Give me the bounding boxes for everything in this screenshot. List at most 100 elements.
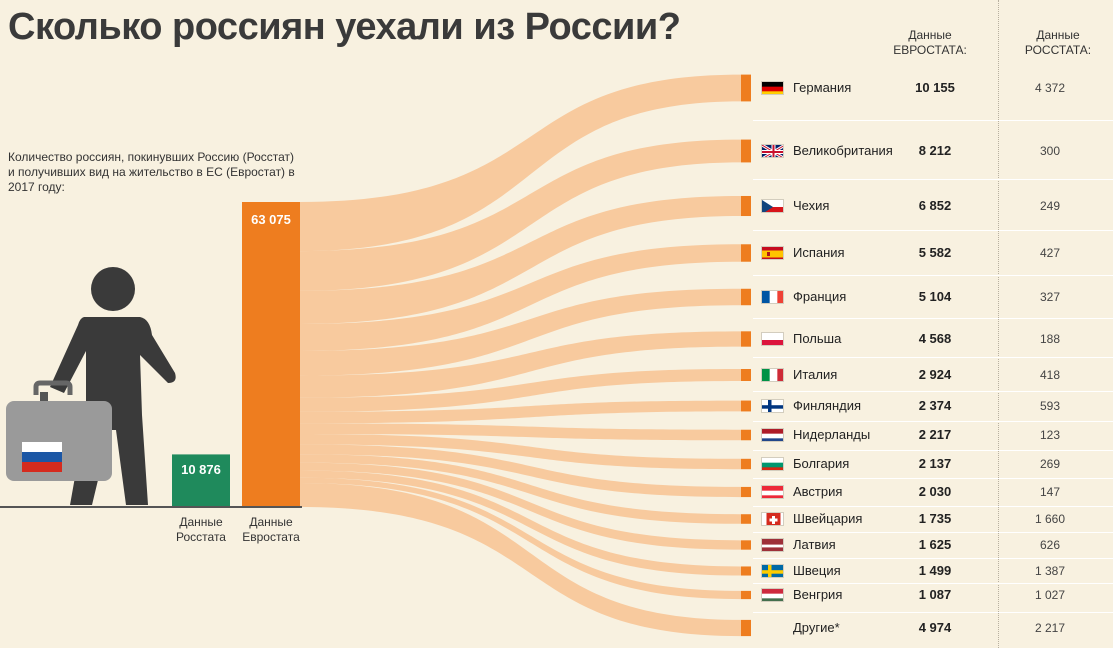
destination-bar xyxy=(741,139,751,163)
flag-nl-icon xyxy=(761,428,784,442)
flag-cz-icon xyxy=(761,199,784,213)
destination-bar xyxy=(741,400,751,412)
eurostat-value: 4 568 xyxy=(918,331,952,346)
destination-bar xyxy=(741,458,751,470)
flag-it-icon xyxy=(761,368,784,382)
flag-at-icon xyxy=(761,485,784,499)
row-separator xyxy=(753,420,1113,422)
flag-de-icon xyxy=(761,81,784,95)
eurostat-column-header: Данные ЕВРОСТАТА: xyxy=(893,28,967,57)
bar-value-label: 10 876 xyxy=(181,462,221,478)
row-separator xyxy=(753,478,1113,479)
row-separator xyxy=(753,119,1113,121)
eurostat-value: 5 582 xyxy=(918,245,952,260)
flag-ch-icon xyxy=(761,512,784,526)
country-label: Швейцария xyxy=(793,511,863,526)
destination-bar xyxy=(741,619,751,637)
row-separator xyxy=(753,318,1113,319)
column-divider xyxy=(998,0,999,648)
bar-category-label: Данные Росстата xyxy=(176,515,226,544)
country-label: Италия xyxy=(793,367,838,382)
eurostat-value: 1 499 xyxy=(918,563,952,578)
eurostat-value: 1 087 xyxy=(918,587,952,602)
eurostat-value: 1 625 xyxy=(918,537,952,552)
eurostat-value: 6 852 xyxy=(918,198,952,213)
rosstat-value: 418 xyxy=(1039,368,1061,382)
country-label: Нидерланды xyxy=(793,427,871,442)
rosstat-value: 188 xyxy=(1039,332,1061,346)
eurostat-value: 2 217 xyxy=(918,427,952,442)
destination-bar xyxy=(741,566,751,576)
country-label: Другие* xyxy=(793,620,840,635)
row-separator xyxy=(753,611,1113,613)
flow-band xyxy=(300,400,741,424)
eurostat-value: 10 155 xyxy=(915,80,955,95)
country-label: Швеция xyxy=(793,563,841,578)
rosstat-value: 1 027 xyxy=(1034,588,1066,602)
country-label: Болгария xyxy=(793,456,850,471)
flow-band xyxy=(300,331,741,398)
row-separator xyxy=(753,449,1113,451)
eurostat-value: 5 104 xyxy=(918,289,952,304)
eurostat-value: 2 924 xyxy=(918,367,952,382)
bar-eurostat xyxy=(242,202,300,507)
rosstat-value: 1 660 xyxy=(1034,512,1066,526)
flow-band xyxy=(300,195,741,324)
rosstat-value: 123 xyxy=(1039,428,1061,442)
destination-bar xyxy=(741,369,751,381)
country-label: Латвия xyxy=(793,537,836,552)
row-separator xyxy=(753,229,1113,231)
eurostat-value: 4 974 xyxy=(918,620,952,635)
bar-value-label: 63 075 xyxy=(251,212,291,227)
flow-band xyxy=(300,244,741,351)
rosstat-value: 593 xyxy=(1039,399,1061,413)
flag-bg-icon xyxy=(761,457,784,471)
rosstat-value: 300 xyxy=(1039,144,1061,158)
country-label: Германия xyxy=(793,80,852,95)
eurostat-value: 2 374 xyxy=(918,398,952,413)
destination-bar xyxy=(741,540,751,550)
country-label: Финляндия xyxy=(793,398,862,413)
country-label: Чехия xyxy=(793,198,830,213)
flow-band xyxy=(300,369,741,412)
destination-bar xyxy=(741,288,751,306)
flag-pl-icon xyxy=(761,332,784,346)
eurostat-value: 2 030 xyxy=(918,484,952,499)
flow-band xyxy=(300,454,741,524)
row-separator xyxy=(753,357,1113,358)
country-label: Франция xyxy=(793,289,847,304)
country-label: Польша xyxy=(793,331,842,346)
flow-band xyxy=(300,288,741,376)
destination-bar xyxy=(741,244,751,262)
chart-subtitle: Количество россиян, покинувших Россию (Р… xyxy=(8,150,295,194)
row-separator xyxy=(753,390,1113,392)
row-separator xyxy=(753,505,1113,507)
flow-band xyxy=(300,434,741,470)
rosstat-column-header: Данные РОССТАТА: xyxy=(1024,28,1092,57)
eurostat-value: 8 212 xyxy=(918,143,952,158)
flag-se-icon xyxy=(761,564,784,578)
row-separator xyxy=(753,583,1113,584)
flow-bands xyxy=(300,74,741,637)
traveler-illustration xyxy=(0,255,190,515)
country-label: Испания xyxy=(793,245,845,260)
destination-bar xyxy=(741,514,751,524)
row-separator xyxy=(753,532,1113,533)
rosstat-value: 427 xyxy=(1039,246,1061,260)
eurostat-value: 2 137 xyxy=(918,456,952,471)
flag-fi-icon xyxy=(761,399,784,413)
destination-bar xyxy=(741,331,751,347)
flow-band xyxy=(300,462,741,550)
eurostat-value: 1 735 xyxy=(918,511,952,526)
flag-gb-icon xyxy=(761,144,784,158)
destination-bar xyxy=(741,195,751,217)
row-separator xyxy=(753,275,1113,276)
row-separator xyxy=(753,558,1113,559)
rosstat-value: 626 xyxy=(1039,538,1061,552)
flow-band xyxy=(300,423,741,441)
country-label: Венгрия xyxy=(793,587,843,602)
rosstat-value: 1 387 xyxy=(1034,564,1066,578)
bar-rosstat xyxy=(172,454,230,507)
flow-band xyxy=(300,139,741,291)
